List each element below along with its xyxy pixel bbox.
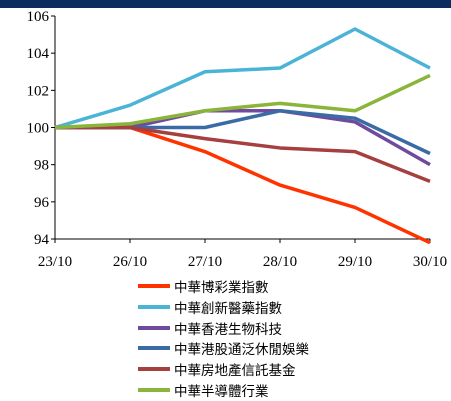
x-tick-label: 23/10 — [38, 254, 72, 270]
line-chart: 23/10 26/10 27/10 28/10 29/10 30/10 94 96 98 100… — [27, 9, 448, 270]
chart-series — [54, 27, 431, 245]
legend-swatch — [138, 387, 170, 392]
series-line-4 — [55, 125, 431, 184]
y-tick-label: 100 — [27, 121, 50, 137]
chart-axes — [51, 15, 431, 243]
legend-item: 中華香港生物科技 — [138, 317, 309, 338]
legend-label: 中華半導體行業 — [174, 383, 269, 400]
legend-label: 中華創新醫藥指數 — [174, 301, 282, 318]
y-axis-labels: 94 96 98 100 102 104 106 — [27, 9, 50, 248]
y-tick-label: 104 — [27, 46, 50, 62]
y-tick-label: 102 — [27, 83, 50, 99]
y-tick-label: 96 — [34, 195, 50, 211]
legend-swatch — [138, 305, 170, 310]
y-tick-label: 94 — [34, 232, 50, 248]
y-tick-label: 106 — [27, 9, 50, 25]
legend-item: 中華房地產信託基金 — [138, 359, 309, 380]
x-axis-labels: 23/10 26/10 27/10 28/10 29/10 30/10 — [38, 254, 447, 270]
x-tick-label: 28/10 — [263, 254, 297, 270]
series-line-1 — [54, 27, 431, 130]
x-tick-label: 26/10 — [113, 254, 147, 270]
legend-label: 中華港股通泛休閒娛樂 — [174, 342, 309, 359]
legend-item: 中華半導體行業 — [138, 379, 309, 400]
title-bar — [0, 0, 451, 8]
x-tick-label: 29/10 — [338, 254, 372, 270]
legend-swatch — [138, 367, 170, 372]
legend-item: 中華博彩業指數 — [138, 276, 309, 297]
legend-swatch — [138, 346, 170, 351]
legend-swatch — [138, 325, 170, 330]
legend-item: 中華創新醫藥指數 — [138, 297, 309, 318]
x-tick-label: 27/10 — [188, 254, 222, 270]
legend-swatch — [138, 284, 170, 289]
y-tick-label: 98 — [34, 158, 49, 174]
chart-legend: 中華博彩業指數 中華創新醫藥指數 中華香港生物科技中華港股通泛休閒娛樂 中華房地產信託… — [138, 276, 309, 400]
legend-item: 中華港股通泛休閒娛樂 — [138, 338, 309, 359]
legend-label: 中華香港生物科技 — [174, 321, 282, 338]
x-tick-label: 30/10 — [413, 254, 447, 270]
series-line-5 — [54, 73, 431, 130]
legend-label: 中華房地產信託基金 — [174, 363, 296, 380]
legend-label: 中華博彩業指數 — [174, 280, 269, 297]
